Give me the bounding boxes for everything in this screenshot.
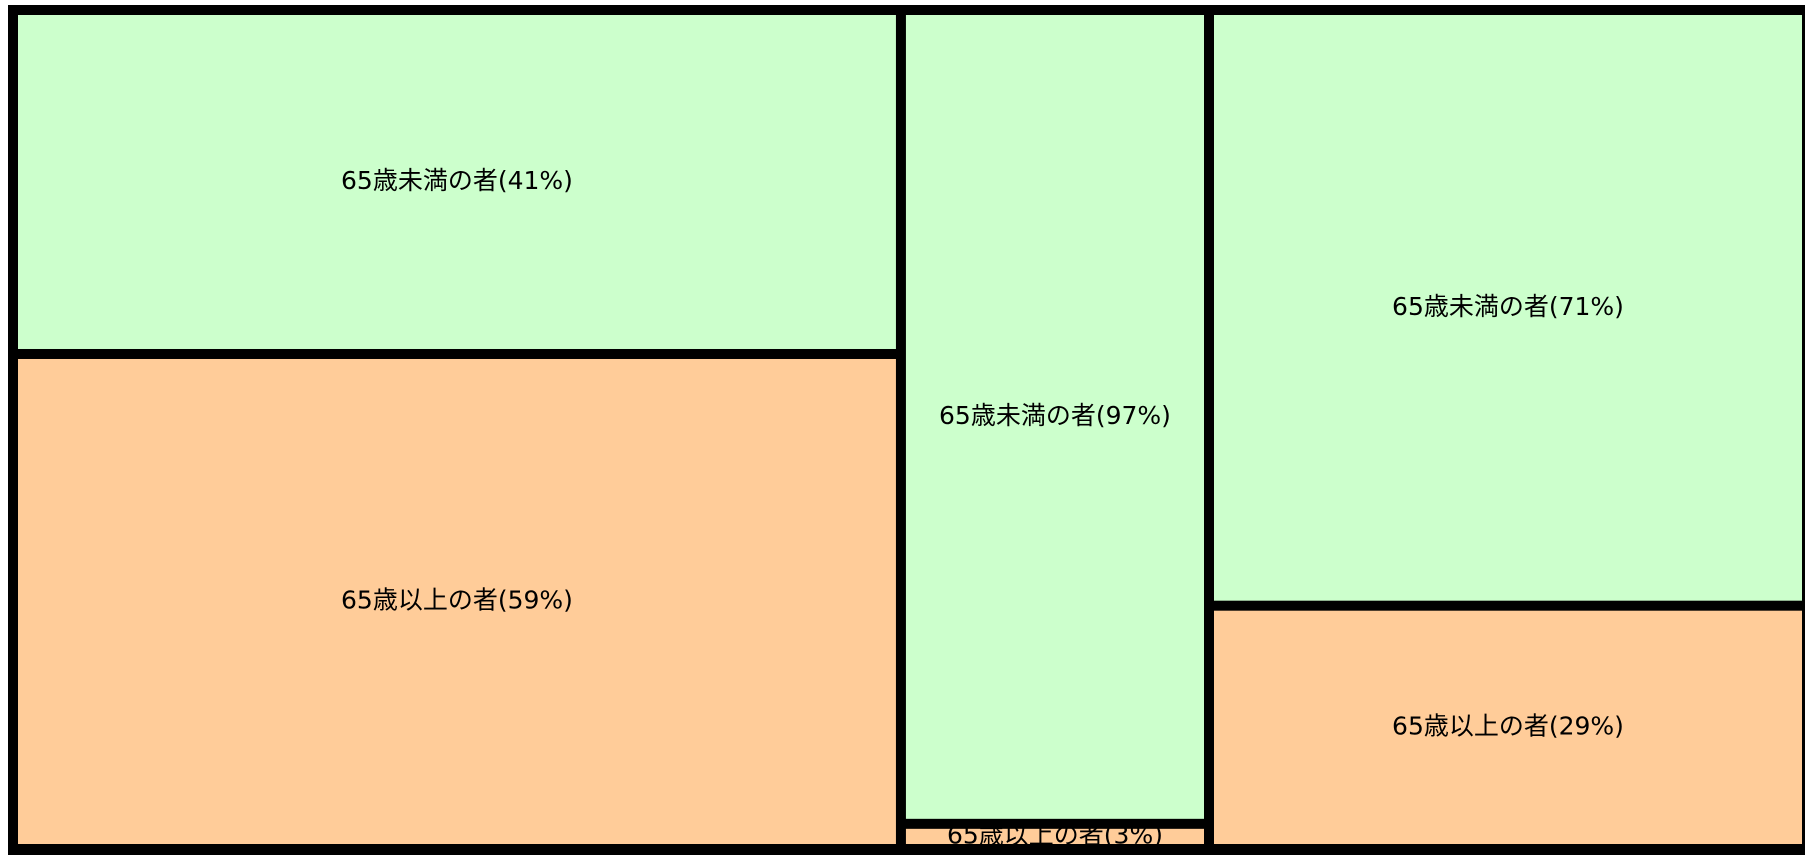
mosaic-cell xyxy=(1214,15,1802,601)
cell-label: 65歳以上の者(59%) xyxy=(341,585,573,614)
cell-label: 65歳以上の者(3%) xyxy=(947,820,1163,849)
mosaic-cell xyxy=(18,15,896,349)
mosaic-cell xyxy=(1214,610,1802,844)
cell-label: 65歳未満の者(97%) xyxy=(939,401,1171,430)
cell-label: 65歳未満の者(41%) xyxy=(341,166,573,195)
cell-label: 65歳未満の者(71%) xyxy=(1392,292,1624,321)
cell-label: 65歳以上の者(29%) xyxy=(1392,711,1624,740)
mosaic-cell xyxy=(18,358,896,844)
mosaic-cell xyxy=(905,828,1204,844)
mosaic-cell xyxy=(905,15,1204,819)
